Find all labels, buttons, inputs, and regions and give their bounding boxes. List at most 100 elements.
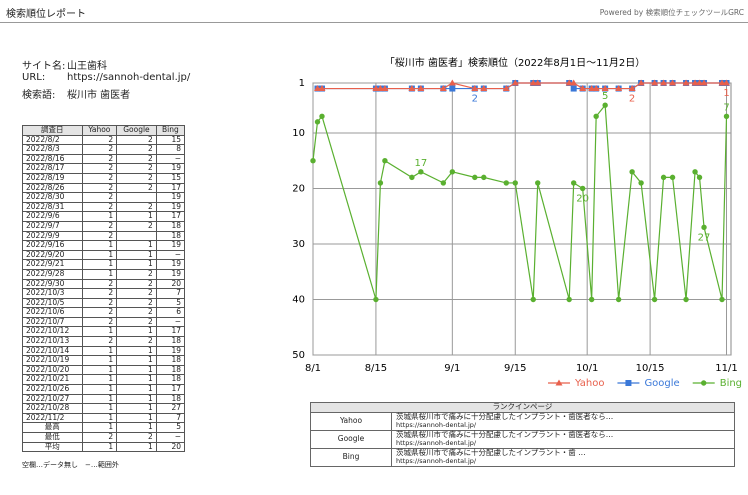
table-row: 最低 2 2− (22, 432, 186, 443)
x-tick-label: 8/15 (365, 363, 387, 374)
rankin-row: Bing 茨城県桜川市で痛みに十分配慮したインプラント・歯 … https://sa… (310, 447, 735, 467)
point (718, 79, 726, 86)
table-cell: 1 (81, 403, 118, 414)
info-row: サイト名: 山王歯科 (22, 57, 107, 72)
data-label: 7 (723, 102, 729, 113)
point (529, 79, 537, 86)
data-label: 20 (576, 193, 589, 204)
data-label: 17 (415, 158, 428, 169)
point (719, 296, 725, 303)
point (588, 85, 596, 92)
point (417, 85, 425, 92)
x-tick-label: 10/1 (576, 363, 598, 374)
table-cell: − (155, 432, 186, 443)
info-value: 山王歯科 (67, 61, 107, 72)
info-label: URL: (22, 71, 46, 83)
rankin-header: ランクインページ (310, 402, 735, 413)
point (723, 113, 730, 120)
point (565, 79, 573, 86)
table-cell: 27 (155, 403, 186, 414)
data-label: 5 (602, 91, 608, 102)
info-row: URL: https://sannoh-dental.jp/ (22, 72, 190, 83)
point (660, 79, 668, 86)
point (579, 85, 587, 92)
table-row: 平均 1 1 20 (22, 441, 186, 453)
point (696, 79, 704, 86)
info-label: サイト名: (22, 61, 66, 72)
page-url: https://sannoh-dental.jp/ (396, 457, 477, 465)
table-row: 2022/8/26 2 2 17 (22, 182, 186, 194)
point (669, 174, 676, 181)
table-row: 2022/8/16 2 2− (22, 153, 186, 165)
point (692, 169, 698, 175)
info-label: 検索語: (22, 90, 56, 101)
x-tick-label: 9/15 (504, 363, 526, 374)
table-cell: 2 (116, 432, 157, 443)
info-value: https://sannoh-dental.jp/ (67, 71, 191, 83)
x-tick-label: 11/1 (715, 363, 737, 374)
point (535, 180, 541, 186)
page-title: 茨城県桜川市で痛みに十分配慮したインプラント・歯医者なら… (396, 429, 614, 439)
point (381, 85, 389, 92)
rankin-page: 茨城県桜川市で痛みに十分配慮したインプラント・歯医者なら… https://san… (391, 429, 735, 449)
x-tick-label: 9/1 (444, 363, 460, 374)
point (502, 85, 510, 92)
legend-label: Bing (720, 378, 742, 389)
point (669, 79, 677, 86)
point (310, 158, 316, 164)
rankin-page: 茨城県桜川市で痛みに十分配慮したインプラント・歯 … https://sannoh… (391, 447, 735, 467)
powered-by: Powered by 検索順位チェックツールGRC (599, 8, 744, 17)
point (593, 113, 599, 120)
point (588, 296, 595, 303)
point (570, 79, 578, 86)
point (480, 85, 488, 92)
engine: Yahoo (310, 411, 392, 431)
point (651, 296, 658, 303)
point (472, 174, 478, 181)
rankin-title: ランクインページ (310, 402, 735, 413)
point (448, 79, 456, 86)
point (637, 79, 645, 86)
table-row: 最高 1 1 5 (22, 422, 186, 433)
point (409, 174, 415, 181)
y-tick-label: 10 (292, 128, 305, 139)
point (701, 224, 707, 231)
legend-marker (555, 379, 563, 386)
point (602, 102, 608, 108)
page-url: https://sannoh-dental.jp/ (396, 439, 477, 447)
table-row: 2022/10/12 1 1 17 (22, 326, 186, 338)
legend-marker (625, 380, 632, 386)
rankin-row: Yahoo 茨城県桜川市で痛みに十分配慮したインプラント・歯医者なら… https:… (310, 411, 735, 431)
engine: Google (310, 429, 392, 449)
rankin-row: Google 茨城県桜川市で痛みに十分配慮したインプラント・歯医者なら… https… (310, 429, 735, 449)
y-tick-label: 50 (292, 350, 305, 361)
info-value: 桜川市 歯医者 (67, 90, 131, 101)
point (615, 85, 623, 92)
point (449, 169, 456, 175)
point (696, 174, 703, 181)
engine: Bing (310, 447, 392, 467)
point (579, 185, 586, 192)
point (511, 79, 519, 86)
table-cell: 1 (116, 403, 157, 414)
point (439, 85, 447, 92)
point (481, 174, 487, 181)
data-label: 2 (629, 94, 635, 105)
legend-label: Google (644, 378, 679, 389)
point (592, 85, 600, 92)
report-title: 検索順位レポート (6, 9, 86, 20)
point (700, 79, 708, 86)
point (372, 85, 380, 92)
point (534, 79, 542, 86)
page-url: https://sannoh-dental.jp/ (396, 421, 477, 429)
table-cell: 2022/10/28 (22, 403, 83, 414)
point (319, 113, 325, 120)
table-row: 2022/8/2 2 2 15 (22, 134, 186, 146)
data-label: 1 (723, 88, 729, 99)
x-tick-label: 10/15 (636, 363, 665, 374)
header-rule (0, 22, 748, 23)
rankin-page: 茨城県桜川市で痛みに十分配慮したインプラント・歯医者なら… https://san… (391, 411, 735, 431)
chart-title: 「桜川市 歯医者」検索順位（2022年8月1日〜11月2日） (385, 56, 645, 69)
point (530, 296, 536, 303)
legend-marker (701, 380, 707, 386)
